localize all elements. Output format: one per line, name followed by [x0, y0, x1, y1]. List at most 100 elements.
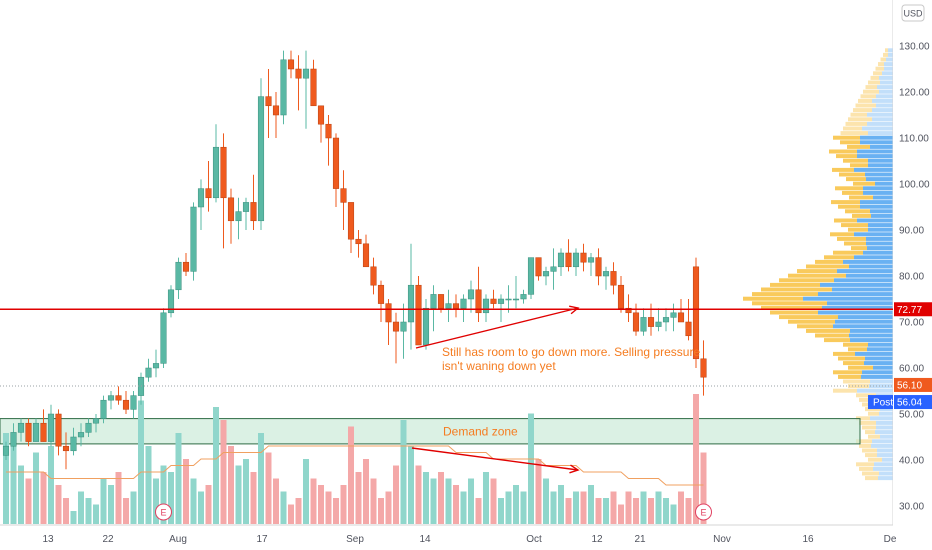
- volume-bar: [528, 413, 534, 524]
- volume-bar: [93, 504, 99, 524]
- profile-sell-bar: [836, 154, 857, 159]
- candle-body: [362, 243, 370, 268]
- profile-buy-bar: [818, 292, 893, 297]
- profile-buy-bar: [862, 370, 893, 375]
- candle-body: [287, 59, 295, 70]
- profile-buy-bar: [838, 315, 893, 320]
- profile-sell-bar: [849, 195, 873, 200]
- candle-body: [347, 202, 355, 240]
- volume-bar: [633, 498, 639, 524]
- profile-sell-bar: [779, 278, 834, 283]
- profile-sell-bar: [844, 241, 866, 246]
- volume-bar: [78, 491, 84, 524]
- arrow-line: [415, 307, 579, 349]
- x-tick-label: Nov: [713, 534, 731, 545]
- profile-buy-bar: [857, 149, 893, 154]
- profile-buy-bar: [866, 241, 893, 246]
- candle-body: [542, 271, 550, 277]
- volume-bar: [625, 491, 632, 524]
- profile-sell-bar: [761, 305, 822, 310]
- profile-sell-bar: [838, 204, 860, 209]
- volume-profile: [743, 48, 893, 481]
- time-axis[interactable]: 13 22 Aug 17 Sep 14 Oct 12 21 Nov 16 De: [0, 526, 932, 550]
- candle-body: [632, 312, 640, 332]
- profile-sell-bar: [843, 126, 862, 131]
- profile-sell-bar: [858, 98, 872, 103]
- volume-bar: [25, 478, 32, 524]
- candle-body: [505, 298, 512, 301]
- profile-buy-bar: [868, 163, 893, 168]
- line-price-tag-text: 72.77: [897, 305, 922, 316]
- candle-body: [625, 307, 632, 314]
- volume-bar: [445, 478, 452, 524]
- profile-buy-bar: [884, 66, 893, 71]
- candle-body: [647, 317, 655, 327]
- volume-bar: [63, 498, 69, 524]
- volume-bar: [348, 426, 354, 524]
- volume-bar: [250, 472, 257, 524]
- profile-buy-bar: [818, 310, 893, 315]
- profile-sell-bar: [839, 172, 865, 177]
- profile-sell-bar: [842, 190, 863, 195]
- volume-bar: [108, 485, 114, 524]
- profile-buy-bar: [870, 144, 893, 149]
- profile-sell-bar: [838, 374, 861, 379]
- candle-body: [310, 68, 317, 107]
- y-tick-label: 90.00: [899, 226, 924, 237]
- volume-bar: [190, 478, 197, 524]
- profile-buy-bar: [865, 172, 893, 177]
- profile-buy-bar: [876, 425, 893, 430]
- profile-sell-bar: [868, 411, 879, 416]
- volume-bar: [258, 433, 264, 524]
- candle-body: [167, 289, 175, 314]
- candle-body: [145, 367, 152, 378]
- candle-body: [482, 298, 490, 314]
- profile-sell-bar: [856, 439, 872, 444]
- candle-body: [475, 289, 482, 314]
- profile-buy-bar: [880, 80, 893, 85]
- profile-sell-bar: [840, 140, 860, 145]
- profile-sell-bar: [883, 52, 888, 57]
- candle-body: [130, 395, 137, 410]
- price-axis[interactable]: USD 130.00 120.00 110.00 100.00 90.00 80.00 70.…: [893, 0, 932, 550]
- volume-bar: [228, 446, 234, 524]
- profile-sell-bar: [859, 443, 871, 448]
- close-price-tag: 56.10: [894, 377, 932, 392]
- profile-sell-bar: [860, 94, 876, 99]
- candle-body: [355, 238, 362, 245]
- profile-sell-bar: [779, 315, 838, 320]
- profile-buy-bar: [857, 388, 893, 393]
- candle-body: [205, 188, 212, 199]
- volume-bar: [498, 498, 504, 524]
- y-tick-label: 100.00: [899, 180, 930, 191]
- profile-buy-bar: [803, 296, 893, 301]
- volume-bar: [588, 485, 594, 524]
- profile-buy-bar: [857, 218, 893, 223]
- profile-buy-bar: [860, 204, 893, 209]
- candle-body: [512, 298, 520, 301]
- candle-body: [212, 146, 220, 199]
- profile-sell-bar: [848, 347, 867, 352]
- post-price-tag-bg: [894, 395, 932, 410]
- volume-bar: [243, 459, 249, 524]
- candle-body: [610, 271, 617, 286]
- x-tick-label: Oct: [526, 534, 542, 545]
- profile-sell-bar: [843, 361, 864, 366]
- profile-sell-bar: [850, 163, 868, 168]
- currency-label: USD: [903, 9, 923, 19]
- profile-buy-bar: [850, 328, 893, 333]
- volume-bar: [648, 498, 654, 524]
- profile-sell-bar: [859, 397, 875, 402]
- profile-buy-bar: [835, 319, 893, 324]
- volume-bar: [183, 459, 189, 524]
- profile-buy-bar: [855, 351, 893, 356]
- volume-bar: [453, 485, 459, 524]
- profile-sell-bar: [865, 476, 878, 481]
- volume-bar: [385, 491, 392, 524]
- profile-sell-bar: [833, 388, 857, 393]
- candle-body: [392, 321, 400, 332]
- candle-body: [415, 284, 422, 346]
- profile-sell-bar: [865, 407, 880, 412]
